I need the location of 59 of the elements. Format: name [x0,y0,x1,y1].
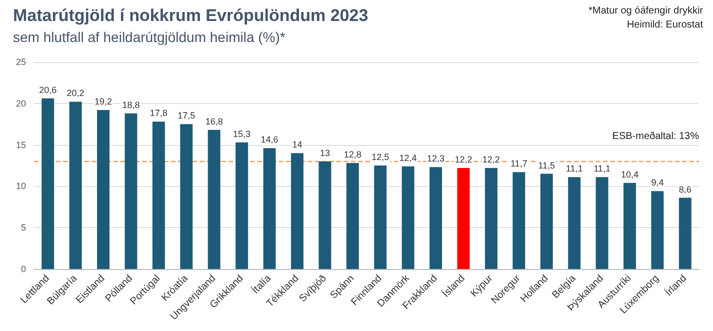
bar [346,163,359,269]
bar [596,177,608,269]
y-tick-label: 15 [16,140,26,150]
data-label: 12,2 [454,154,472,164]
data-label: 14 [292,140,302,150]
y-tick-label: 0 [20,264,26,274]
bar [568,177,581,269]
data-label: 11,7 [510,158,528,169]
data-label: 12,5 [372,152,390,162]
data-label: 15,3 [233,128,251,139]
data-label: 12,2 [482,154,500,164]
bar [484,168,498,269]
bar [318,161,332,269]
data-label: 13 [320,148,330,158]
data-label: 17,5 [178,110,196,121]
data-label: 19,2 [94,96,112,107]
text: *Matur og óáfengir drykkir [588,6,704,16]
bar [290,153,304,269]
bar [180,124,193,269]
data-label: 11,1 [594,164,610,174]
bar [97,110,110,269]
bar [263,148,276,269]
data-label: 10,4 [620,169,638,180]
bar [512,172,526,269]
data-label: 11,5 [538,160,556,170]
data-label: 18,8 [122,100,140,110]
data-label: 17,8 [150,108,168,118]
y-tick-label: 10 [16,181,26,192]
chart-title: Matarútgjöld í nokkrum Evrópulöndum 2023 [13,6,368,25]
text: Heimild: Eurostat [626,20,704,30]
chart-subtitle: sem hlutfall af heildarútgjöldum heimila (%)* [13,29,286,45]
data-label: 20,2 [66,88,84,98]
bar [42,98,54,269]
data-label: 16,8 [205,116,223,126]
bar [152,122,165,269]
data-label: 9,4 [651,178,664,188]
data-label: 12,3 [427,154,445,164]
bar [124,113,138,269]
bar [69,102,82,269]
y-tick-label: 5 [20,222,26,233]
ref-line-label: ESB-meðaltal: 13% [612,130,700,142]
bar [651,191,664,269]
bar [540,174,553,269]
bar [430,167,442,269]
data-label: 14,6 [260,134,278,145]
data-label: 8,6 [678,184,692,194]
bar [457,168,470,269]
data-label: 12,8 [344,150,362,160]
data-label: 20,6 [39,84,57,95]
data-label: 12,4 [399,152,417,163]
bar [402,166,414,269]
bar [208,130,220,269]
bar [623,182,636,269]
bar [678,198,692,269]
y-tick-label: 20 [16,98,26,108]
bar [374,166,387,269]
data-label: 11,1 [566,164,583,174]
bar [236,142,248,269]
y-tick-label: 25 [16,57,26,67]
